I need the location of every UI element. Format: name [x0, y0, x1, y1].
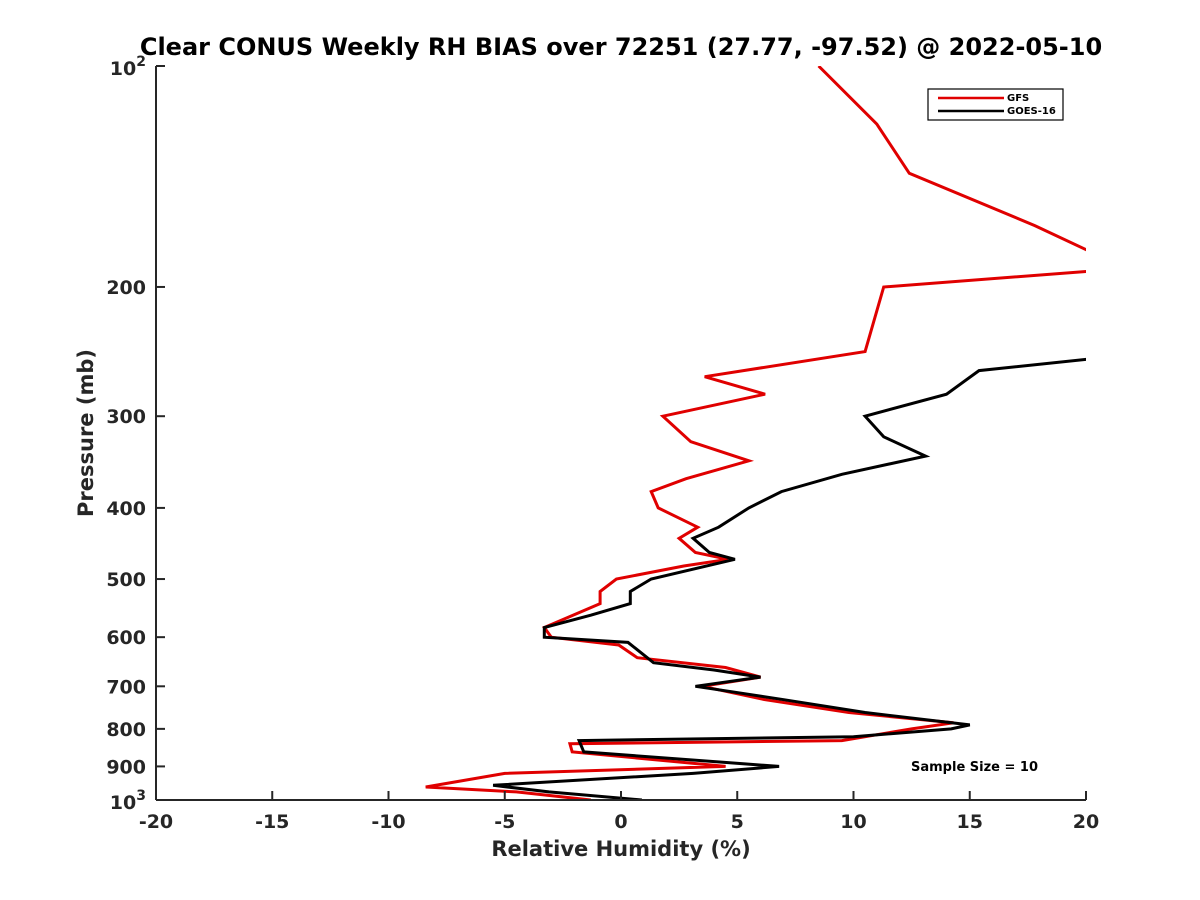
x-tick-label: 20: [1073, 811, 1099, 833]
y-edge-top-base: 10: [110, 58, 136, 80]
y-edge-top-exp: 2: [136, 54, 146, 70]
y-tick-label: 700: [106, 676, 146, 698]
legend: GFS GOES-16: [927, 88, 1064, 121]
chart-title: Clear CONUS Weekly RH BIAS over 72251 (2…: [140, 33, 1102, 61]
x-axis-ticks: -20 -15 -10 -5 0 5 10 15 20: [139, 791, 1099, 833]
x-tick-label: 5: [731, 811, 744, 833]
x-tick-label: 0: [614, 811, 627, 833]
y-tick-label: 500: [106, 569, 146, 591]
x-tick-label: -20: [139, 811, 173, 833]
x-tick-label: 10: [840, 811, 866, 833]
y-tick-label: 600: [106, 627, 146, 649]
y-tick-label: 800: [106, 719, 146, 741]
y-tick-label: 200: [106, 277, 146, 299]
y-edge-label-top: 102: [110, 54, 146, 80]
legend-label-goes16: GOES-16: [1007, 106, 1056, 117]
x-tick-label: -10: [371, 811, 405, 833]
x-tick-label: -5: [494, 811, 515, 833]
legend-box: [927, 88, 1064, 121]
series-layer: [425, 66, 1086, 800]
y-axis-title: Pressure (mb): [74, 349, 98, 517]
y-tick-label: 900: [106, 756, 146, 778]
y-tick-label: 400: [106, 498, 146, 520]
x-tick-label: 15: [957, 811, 983, 833]
series-line-gfs: [425, 66, 1086, 800]
y-tick-label: 300: [106, 406, 146, 428]
y-edge-label-bottom: 103: [110, 788, 146, 814]
y-edge-bottom-base: 10: [110, 792, 136, 814]
series-line-goes16: [492, 357, 1086, 800]
legend-label-gfs: GFS: [1007, 93, 1029, 104]
y-edge-bottom-exp: 3: [136, 788, 146, 804]
sample-size-annotation: Sample Size = 10: [911, 760, 1038, 775]
x-axis-title: Relative Humidity (%): [491, 837, 750, 861]
x-tick-label: -15: [255, 811, 289, 833]
y-axis-ticks: 200 300 400 500 600 700 800 900: [106, 65, 165, 801]
